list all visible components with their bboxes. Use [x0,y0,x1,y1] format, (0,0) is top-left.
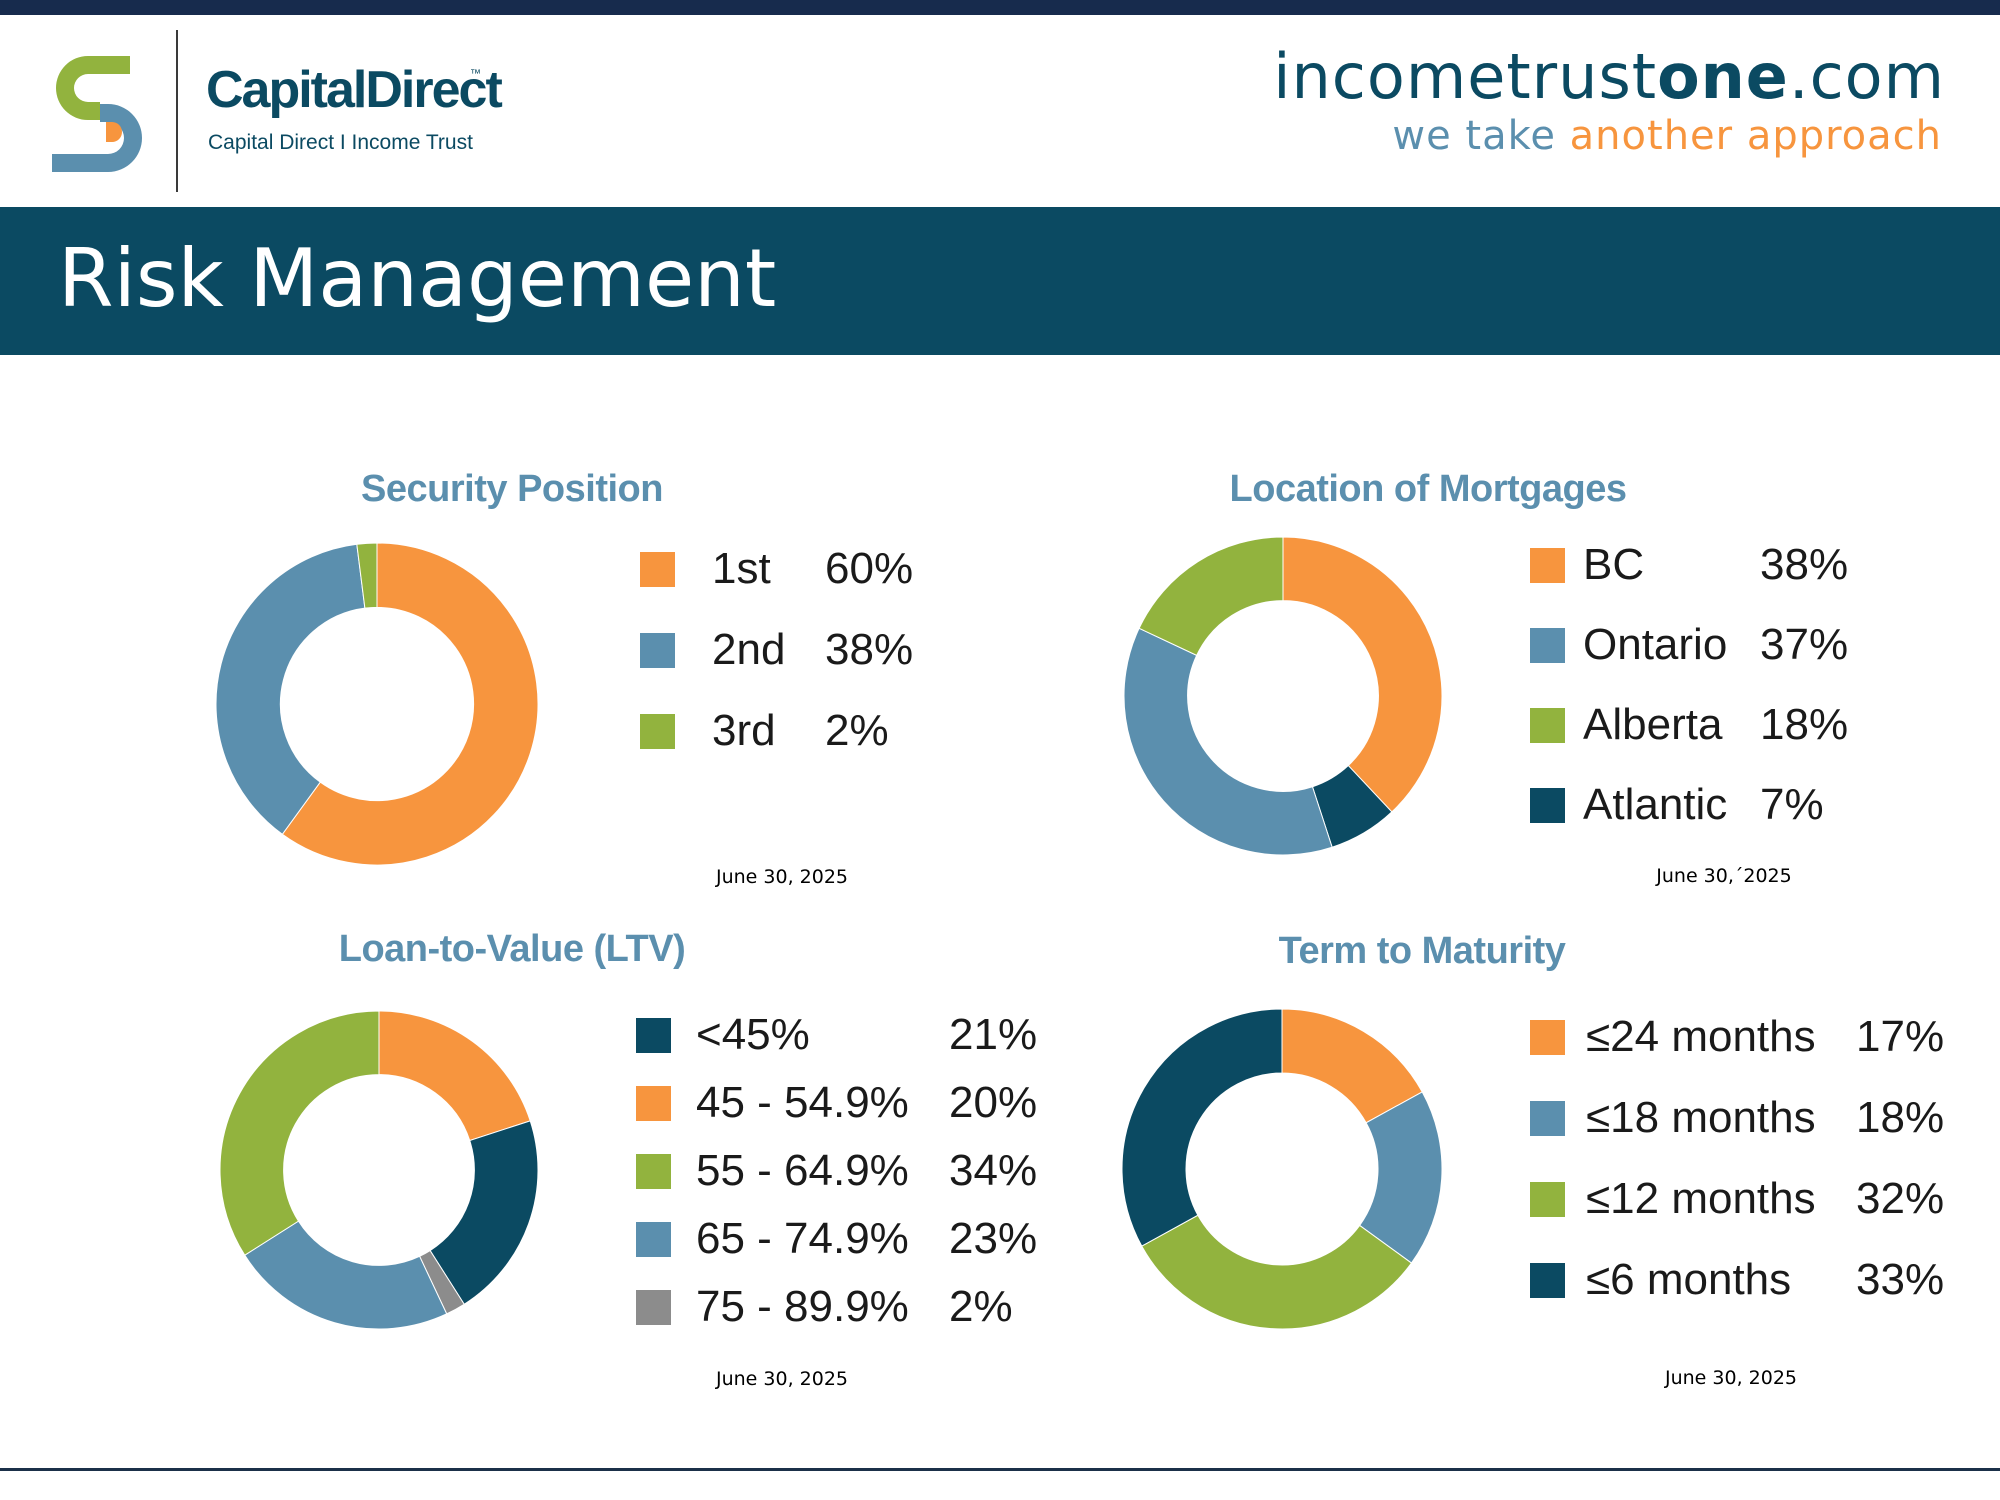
legend-value: 38% [1760,540,1849,589]
legend-swatch [640,552,675,587]
legend-value: 23% [949,1214,1038,1263]
legend-label: ≤18 months [1586,1093,1816,1142]
donut-slice-65-74-9 [244,1220,448,1329]
donut-slice-ontario [1124,627,1333,855]
page-title: Risk Management [58,232,777,325]
chart-date: June 30, 2025 [715,1368,849,1390]
legend-label: ≤12 months [1586,1174,1816,1223]
legend-label: 75 - 89.9% [696,1282,909,1331]
chart-title: Security Position [361,468,663,510]
legend-value: 20% [949,1078,1038,1127]
donut-slice-55-64-9 [220,1011,380,1256]
legend-swatch [1530,788,1565,823]
legend-swatch [1530,1263,1565,1298]
legend-value: 60% [825,544,914,593]
donut-slice-45-54-9 [378,1011,531,1142]
slogan-part: we take [1392,113,1570,159]
legend-value: 38% [825,625,914,674]
donut-chart-security-position [216,543,538,865]
legend-label: Alberta [1583,700,1723,749]
legend-swatch [1530,548,1565,583]
donut-slice-2nd [216,543,366,835]
legend-value: 33% [1856,1255,1945,1304]
legend-value: 17% [1856,1012,1945,1061]
legend-label: BC [1583,540,1645,589]
legend-value: 32% [1856,1174,1945,1223]
donut-slice-3rd [356,543,378,609]
legend-swatch [1530,1101,1565,1136]
donut-chart-term-to-maturity [1122,1009,1442,1329]
legend-label: ≤24 months [1586,1012,1816,1061]
legend-swatch [636,1018,671,1053]
site-slogan: we take another approach [1392,113,1942,159]
site-url-part: one [1657,40,1789,113]
legend-value: 2% [949,1282,1013,1331]
donut-slice-1st [281,543,538,865]
donut-slice-bc [1282,537,1442,813]
legend-value: 21% [949,1010,1038,1059]
capital-direct-logo-icon [52,56,142,172]
logo-divider [176,30,178,192]
brand-trademark: ™ [470,68,481,80]
legend-value: 18% [1760,700,1849,749]
legend-label: <45% [696,1010,810,1059]
legend-swatch [1530,1182,1565,1217]
chart-title: Term to Maturity [1278,930,1566,972]
brand-tagline: Capital Direct I Income Trust [208,131,473,154]
chart-title: Loan-to-Value (LTV) [338,928,686,970]
legend-value: 37% [1760,620,1849,669]
title-band [0,207,2000,355]
legend-label: 1st [712,544,771,593]
legend-label: ≤6 months [1586,1255,1792,1304]
top-accent-bar [0,0,2000,15]
legend-value: 2% [825,706,889,755]
footer-rule [0,1468,2000,1471]
legend-swatch [1530,628,1565,663]
legend-label: Atlantic [1583,780,1728,829]
legend-swatch [1530,708,1565,743]
legend-label: 3rd [712,706,776,755]
site-url-part: incometrust [1273,40,1658,113]
legend-label: 2nd [712,625,786,674]
chart-title: Location of Mortgages [1229,468,1627,510]
legend-swatch [636,1290,671,1325]
legend-label: 55 - 64.9% [696,1146,909,1195]
legend-label: 65 - 74.9% [696,1214,909,1263]
legend-swatch [636,1222,671,1257]
legend-swatch [636,1154,671,1189]
donut-slice-alberta [1138,537,1284,657]
legend-swatch [640,633,675,668]
donut-chart-location-of-mortgages [1124,537,1442,855]
brand-name: CapitalDirect [206,61,503,119]
chart-date: June 30,´2025 [1656,865,1792,887]
chart-date: June 30, 2025 [1664,1367,1798,1389]
legend-value: 18% [1856,1093,1945,1142]
site-url-part: .com [1788,40,1945,113]
legend-label: 45 - 54.9% [696,1078,909,1127]
legend-swatch [1530,1020,1565,1055]
legend-value: 7% [1760,780,1824,829]
chart-date: June 30, 2025 [715,866,849,888]
donut-slice-12-months [1141,1214,1413,1329]
legend-swatch [636,1086,671,1121]
legend-label: Ontario [1583,620,1728,669]
donut-slice-6-months [1122,1009,1283,1247]
legend-value: 34% [949,1146,1038,1195]
donut-chart-loan-to-value [220,1011,538,1329]
slogan-part: another approach [1569,113,1942,159]
legend-swatch [640,714,675,749]
site-url: incometrustone.com [1273,40,1945,113]
header [0,15,2000,205]
